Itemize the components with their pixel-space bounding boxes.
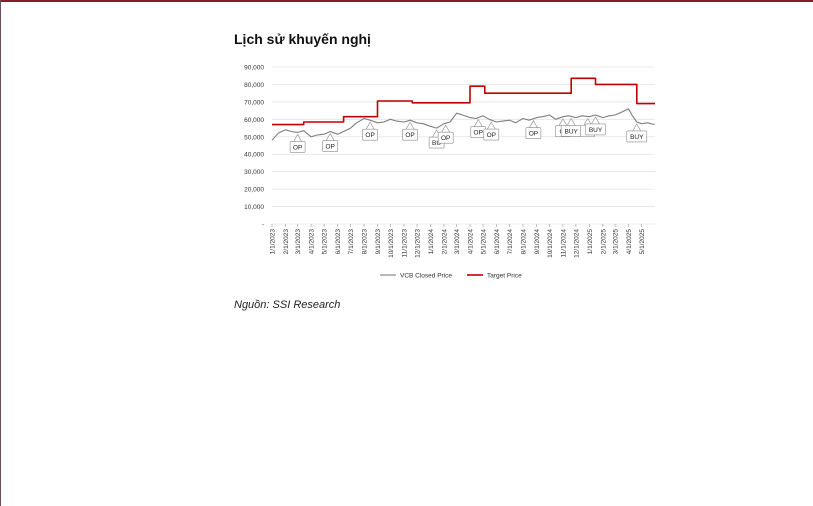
callout-pointer <box>529 120 538 128</box>
callout-box <box>402 128 418 141</box>
x-tick-label: 1/1/2024 <box>428 229 435 255</box>
x-tick-label: 5/1/2023 <box>322 229 329 255</box>
callout-box <box>585 123 606 136</box>
x-tick-label: 6/1/2023 <box>335 229 342 255</box>
x-tick-label: 4/1/2024 <box>468 229 475 255</box>
series-layer <box>271 77 655 141</box>
callout-pointer <box>325 132 335 141</box>
callout-label: OP <box>365 132 374 139</box>
callout-pointer <box>293 133 302 142</box>
callout-box <box>437 131 454 144</box>
callout-label: BUY <box>565 128 579 135</box>
legend-label: VCB Closed Price <box>400 273 452 280</box>
recommendation-callout: OP <box>322 132 338 152</box>
vcb-closed-price-line <box>271 108 655 141</box>
legend: VCB Closed Price Target Price <box>380 273 522 280</box>
target-price-line <box>272 77 655 126</box>
recommendation-callout: BUY <box>626 123 648 143</box>
legend-label: Target Price <box>487 273 522 280</box>
x-tick-label: 8/1/2023 <box>362 229 369 255</box>
callout-label: OP <box>441 135 450 142</box>
x-tick-label: 12/1/2024 <box>573 229 580 258</box>
callout-label: BU <box>432 140 441 147</box>
callout-label: OP <box>487 132 496 139</box>
y-tick-label: 10,000 <box>244 204 264 211</box>
x-tick-label: 9/1/2024 <box>534 229 541 255</box>
y-tick-label: 70,000 <box>244 99 264 106</box>
x-tick-label: 1/1/2023 <box>270 229 277 255</box>
callout-pointer <box>558 118 568 126</box>
x-tick-label: 7/1/2023 <box>348 229 355 255</box>
y-tick-label: 30,000 <box>244 169 264 176</box>
x-tick-label: 5/1/2024 <box>481 229 488 255</box>
callout-box <box>322 140 338 152</box>
recommendation-callout: OP <box>289 133 306 153</box>
callout-pointer <box>441 124 450 133</box>
recommendation-callout: OP <box>470 119 487 138</box>
y-tick-label: 50,000 <box>244 134 264 141</box>
callout-pointer <box>566 117 576 126</box>
annotation-layer: OPOPOPOPBUOPOPOPOPOIBUYBBUYBUY <box>289 116 648 153</box>
left-frame-rule <box>0 0 1 506</box>
callout-pointer <box>365 121 375 130</box>
callout-pointer <box>632 123 642 132</box>
x-tick-label: 3/1/2024 <box>454 229 461 255</box>
top-frame-rule <box>0 0 813 2</box>
recommendation-callout: BUY <box>585 116 606 136</box>
y-tick-label: 90,000 <box>244 65 264 72</box>
x-tick-label: 7/1/2024 <box>507 229 514 255</box>
callout-box <box>362 128 378 141</box>
recommendation-callout: OP <box>437 124 454 144</box>
x-tick-label: 1/1/2025 <box>587 229 594 255</box>
x-tick-label: 3/1/2023 <box>295 229 302 255</box>
callout-label: BUY <box>630 134 644 141</box>
x-tick-label: 6/1/2024 <box>494 229 501 255</box>
x-tick-label: 2/1/2023 <box>283 229 290 255</box>
x-tick-label: 10/1/2024 <box>547 229 554 258</box>
callout-box <box>626 130 648 143</box>
x-tick-label: 8/1/2024 <box>520 229 527 255</box>
source-note: Nguồn: SSI Research <box>234 299 341 311</box>
x-tick-label: 5/1/2025 <box>639 229 646 255</box>
x-tick-label: 2/1/2024 <box>441 229 448 255</box>
callout-box <box>483 128 500 141</box>
callout-pointer <box>487 121 496 130</box>
x-tick-label: 4/1/2025 <box>626 229 633 255</box>
recommendation-callout: OP <box>402 121 418 141</box>
recommendation-callout: OP <box>362 121 378 141</box>
x-tick-label: 9/1/2023 <box>375 229 382 255</box>
recommendation-callout: OP <box>483 121 500 141</box>
callout-pointer <box>591 116 600 125</box>
y-tick-label: - <box>262 222 264 229</box>
x-tick-label: 12/1/2023 <box>415 229 422 258</box>
y-tick-label: 80,000 <box>244 82 264 89</box>
callout-label: OP <box>405 132 414 139</box>
callout-label: OP <box>474 130 483 137</box>
recommendation-callout: OP <box>525 120 542 139</box>
x-tick-label: 10/1/2023 <box>388 229 395 258</box>
gridlines <box>272 66 655 225</box>
y-axis: - 10,000 20,000 30,000 40,000 50,000 60,000 70,… <box>244 65 264 229</box>
callout-label: OP <box>293 144 302 151</box>
callout-label: BUY <box>589 127 603 134</box>
section-title: Lịch sử khuyến nghị <box>234 31 371 47</box>
x-tick-label: 4/1/2023 <box>309 229 316 255</box>
callout-box <box>289 141 306 153</box>
callout-pointer <box>405 121 415 130</box>
recommendation-callout: BUY <box>560 117 582 137</box>
recommendation-history-chart: - 10,000 20,000 30,000 40,000 50,000 60,000 70,… <box>244 65 655 280</box>
x-tick-label: 11/1/2024 <box>560 229 567 258</box>
x-tick-label: 2/1/2025 <box>600 229 607 255</box>
callout-pointer <box>474 119 483 127</box>
callout-label: OP <box>529 131 538 138</box>
x-tick-label: 11/1/2023 <box>402 229 409 258</box>
x-tick-label: 3/1/2025 <box>613 229 620 255</box>
y-tick-label: 60,000 <box>244 117 264 124</box>
callout-box <box>525 127 542 139</box>
x-axis: 1/1/2023 2/1/2023 3/1/2023 4/1/2023 5/1/2023… <box>270 224 646 258</box>
callout-label: OP <box>325 144 334 151</box>
y-tick-label: 20,000 <box>244 187 264 194</box>
y-tick-label: 40,000 <box>244 152 264 159</box>
